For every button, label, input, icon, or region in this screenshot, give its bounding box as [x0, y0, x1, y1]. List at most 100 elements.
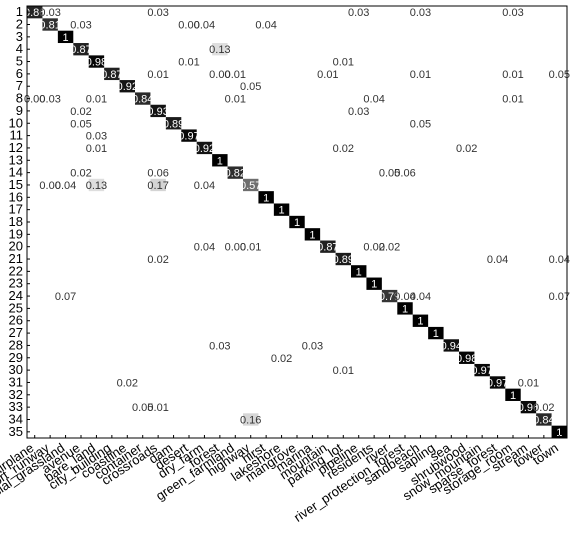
y-tick-label: 31 — [9, 374, 23, 389]
cell-value-label: 0.01 — [410, 69, 431, 81]
heatmap-cell — [551, 425, 567, 438]
heatmap-cell — [104, 67, 120, 81]
cell-value-label: 1 — [263, 192, 269, 204]
cell-value-label: 0.01 — [86, 94, 107, 106]
y-tick-label: 5 — [16, 54, 23, 69]
cell-value-label: 0.04 — [410, 291, 431, 303]
cell-value-label: 0.02 — [117, 377, 138, 389]
x-tick-labels: airplaneairport_runwayartificial_grassla… — [0, 440, 561, 525]
cell-value-label: 1 — [294, 217, 300, 229]
y-tick-label: 20 — [9, 239, 23, 254]
cell-value-label: 0.05 — [132, 402, 153, 414]
heatmap-cell — [428, 326, 444, 340]
y-tick-label: 27 — [9, 325, 23, 340]
y-tick-label: 10 — [9, 115, 23, 130]
heatmap-cell — [505, 388, 521, 401]
cell-value-label: 0.01 — [225, 69, 246, 81]
y-tick-label: 3 — [16, 29, 23, 44]
cell-value-label: 0.13 — [86, 180, 107, 192]
cell-value-label: 0.01 — [502, 94, 523, 106]
heatmap-cell — [119, 80, 135, 93]
heatmap-cell — [150, 178, 166, 192]
cell-value-label: 0.04 — [255, 20, 276, 32]
heatmap-cell — [42, 18, 58, 31]
cell-value-label: 0.92 — [117, 81, 138, 93]
cell-value-label: 0.03 — [39, 7, 60, 19]
cell-value-label: 0.00 — [209, 69, 230, 81]
heatmap-cell — [273, 203, 290, 216]
heatmap-cell — [243, 178, 259, 192]
heatmap-cell — [489, 376, 506, 389]
cell-value-label: 0.05 — [240, 81, 261, 93]
cell-value-label: 0.02 — [363, 242, 384, 254]
cell-value-label: 1 — [371, 279, 377, 291]
heatmap-cell — [212, 154, 228, 167]
cell-value-label: 0.03 — [39, 94, 60, 106]
y-tick-label: 17 — [9, 202, 23, 217]
cell-value-label: 1 — [417, 316, 423, 328]
y-tick-label: 18 — [9, 214, 23, 229]
heatmap-cell — [73, 43, 89, 56]
cell-value-label: 0.01 — [147, 69, 168, 81]
cell-value-label: 0.87 — [317, 242, 338, 254]
y-tick-label: 4 — [16, 41, 23, 56]
cell-value-label: 0.57 — [240, 180, 261, 192]
cell-value-label: 0.04 — [487, 254, 508, 266]
cell-value-label: 0.05 — [70, 118, 91, 130]
cell-value-label: 0.03 — [348, 106, 369, 118]
cell-value-label: 0.04 — [194, 20, 215, 32]
y-tick-label: 32 — [9, 387, 23, 402]
cell-value-label: 0.03 — [209, 340, 230, 352]
cell-value-label: 0.03 — [70, 20, 91, 32]
heatmap-cell — [320, 240, 336, 253]
heatmap-cell — [165, 117, 182, 130]
cell-value-label: 0.02 — [271, 353, 292, 365]
y-tick-label: 11 — [10, 128, 24, 143]
cell-value-label: 0.79 — [379, 291, 400, 303]
cell-value-label: 0.03 — [86, 131, 107, 143]
cell-value-label: 0.17 — [147, 180, 168, 192]
cell-value-label: 0.00 — [39, 180, 60, 192]
heatmap-cell — [258, 191, 274, 204]
cell-value-label: 0.01 — [518, 377, 539, 389]
cell-value-label: 0.07 — [549, 291, 570, 303]
heatmap-cell — [520, 400, 537, 414]
cell-value-label: 0.94 — [441, 340, 462, 352]
heatmap-cell — [443, 339, 459, 352]
cell-value-label: 1 — [217, 155, 223, 167]
heatmap-cell — [150, 104, 166, 118]
y-tick-label: 13 — [9, 152, 23, 167]
cell-value-label: 0.03 — [147, 7, 168, 19]
y-tick-label: 19 — [9, 226, 23, 241]
y-tick-label: 33 — [9, 399, 23, 414]
cell-value-label: 0.01 — [225, 94, 246, 106]
y-tick-label: 1 — [16, 4, 23, 19]
cell-value-label: 0.05 — [549, 69, 570, 81]
y-tick-label: 9 — [16, 103, 23, 118]
y-tick-label: 16 — [9, 189, 23, 204]
heatmap-cell — [304, 228, 321, 241]
cell-value-label: 0.04 — [55, 180, 76, 192]
cell-value-label: 0.13 — [209, 44, 230, 56]
cell-value-label: 1 — [63, 32, 69, 44]
cell-value-label: 0.00 — [178, 20, 199, 32]
heatmap-cell — [412, 314, 429, 327]
cell-value-label: 0.06 — [147, 168, 168, 180]
cell-value-label: 0.03 — [348, 7, 369, 19]
y-tick-label: 2 — [16, 17, 23, 32]
cell-value-label: 0.01 — [147, 402, 168, 414]
y-tick-label: 14 — [9, 165, 23, 180]
cell-value-label: 0.87 — [101, 69, 122, 81]
heatmap-cell — [243, 413, 259, 426]
y-tick-label: 25 — [9, 300, 23, 315]
cell-value-label: 0.89 — [163, 118, 184, 130]
cell-value-label: 0.98 — [456, 353, 477, 365]
cell-value-label: 0.04 — [194, 242, 215, 254]
heatmap-cell — [289, 215, 305, 229]
cell-value-label: 1 — [279, 205, 285, 217]
cell-value-label: 0.01 — [86, 143, 107, 155]
heatmap-cell — [196, 141, 213, 155]
heatmap-cell — [27, 6, 43, 19]
heatmap-cells — [27, 6, 567, 438]
y-tick-label: 29 — [9, 350, 23, 365]
